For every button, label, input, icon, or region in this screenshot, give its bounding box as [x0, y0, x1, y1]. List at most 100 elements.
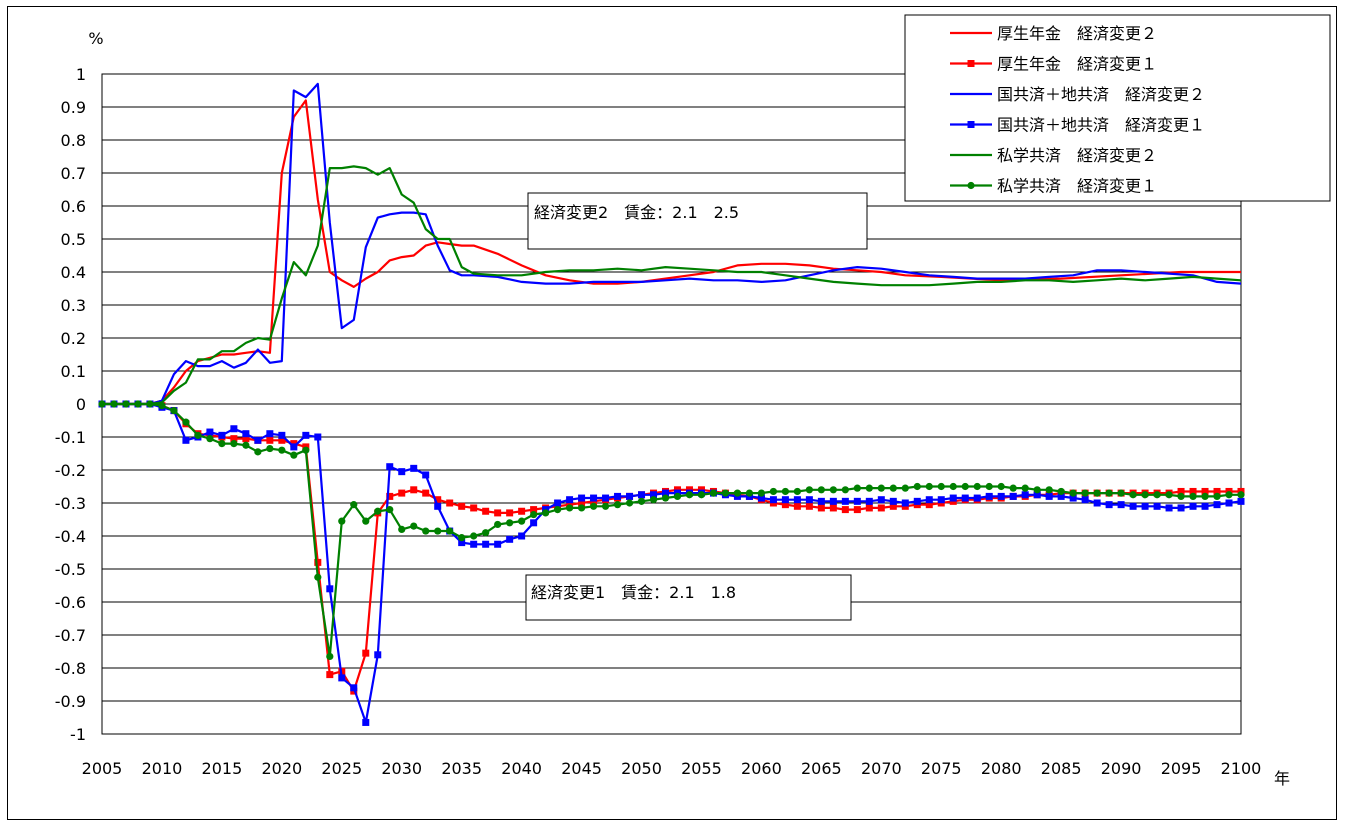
data-point [997, 492, 1005, 500]
data-point [1033, 491, 1041, 499]
data-point [626, 492, 634, 500]
data-point [230, 435, 238, 443]
data-point [997, 482, 1005, 491]
series-3 [102, 82, 1242, 406]
data-point [266, 444, 274, 453]
data-point [757, 494, 765, 502]
data-point [901, 484, 909, 492]
data-point [290, 443, 298, 451]
data-point [398, 489, 406, 497]
data-point [386, 506, 394, 514]
data-point [985, 492, 993, 500]
data-point [805, 496, 813, 504]
data-point [638, 491, 646, 499]
data-point [673, 492, 682, 500]
y-tick-label: -0.1 [55, 428, 86, 447]
data-point [1129, 491, 1137, 499]
data-point [889, 484, 897, 492]
data-point [877, 504, 885, 512]
data-point [518, 507, 526, 515]
data-point [146, 400, 154, 408]
x-tick-label: 2035 [441, 759, 482, 778]
series-line [102, 165, 1242, 406]
data-point [1057, 487, 1065, 496]
y-tick-label: 0.2 [61, 329, 86, 348]
data-point [913, 497, 921, 505]
data-point [1021, 491, 1029, 499]
data-point [937, 496, 945, 504]
data-point [218, 440, 226, 448]
data-point [853, 506, 861, 514]
y-tick-label: -0.3 [55, 494, 86, 513]
data-point [458, 539, 466, 547]
data-point [470, 532, 478, 540]
data-point [1081, 489, 1089, 497]
data-point [781, 496, 789, 504]
data-point [266, 436, 274, 444]
data-point [865, 484, 873, 492]
data-point [1045, 492, 1053, 500]
data-point [1105, 489, 1113, 497]
legend-item: 私学共済 経済変更１ [950, 177, 1157, 196]
x-tick-label: 2055 [681, 759, 722, 778]
data-point [458, 534, 466, 542]
data-point [278, 436, 286, 444]
data-point [314, 433, 322, 441]
y-tick-label: -0.6 [55, 593, 86, 612]
data-point [326, 652, 334, 661]
data-point [649, 496, 658, 504]
legend-item: 厚生年金 経済変更２ [950, 24, 1157, 43]
data-point [1153, 491, 1161, 499]
data-point [410, 522, 418, 530]
data-point [661, 494, 670, 502]
data-point [1033, 486, 1041, 494]
data-point [1237, 497, 1245, 505]
data-point [757, 489, 766, 497]
data-point [566, 496, 574, 504]
data-point [925, 501, 933, 509]
x-tick-label: 2050 [621, 759, 662, 778]
data-point [290, 451, 298, 459]
data-point [530, 519, 538, 527]
data-point [326, 585, 334, 593]
data-point [745, 489, 754, 497]
data-point [242, 435, 250, 443]
data-point [614, 492, 622, 500]
legend-swatch-marker [967, 60, 975, 67]
data-point [494, 509, 502, 517]
data-point [925, 496, 933, 504]
data-point [793, 502, 801, 510]
data-point [254, 448, 262, 456]
data-point [793, 496, 801, 504]
data-point [650, 491, 658, 499]
data-point [482, 507, 490, 515]
data-point [985, 482, 993, 491]
data-point [829, 497, 837, 505]
data-point [1189, 487, 1197, 495]
data-point [530, 506, 538, 514]
x-tick-label: 2045 [561, 759, 602, 778]
y-tick-label: 0.5 [61, 230, 86, 249]
data-point [1153, 502, 1161, 510]
data-point [781, 487, 790, 496]
data-point [266, 430, 274, 438]
data-point [613, 501, 622, 509]
data-point [1129, 502, 1137, 510]
data-point [829, 486, 837, 494]
y-tick-label: 0.6 [61, 197, 86, 216]
data-point [242, 430, 250, 438]
data-point [410, 464, 418, 472]
data-point [1177, 487, 1185, 495]
data-point [1213, 501, 1221, 509]
data-point [1225, 491, 1233, 499]
x-tick-label: 2020 [261, 759, 302, 778]
legend-label: 厚生年金 経済変更２ [997, 24, 1157, 43]
x-tick-label: 2095 [1161, 759, 1202, 778]
data-point [338, 517, 346, 525]
x-tick-label: 2005 [82, 759, 123, 778]
data-point [925, 482, 933, 491]
data-point [434, 502, 442, 510]
data-point [122, 400, 130, 408]
data-point [973, 494, 981, 502]
data-point [1141, 502, 1149, 510]
